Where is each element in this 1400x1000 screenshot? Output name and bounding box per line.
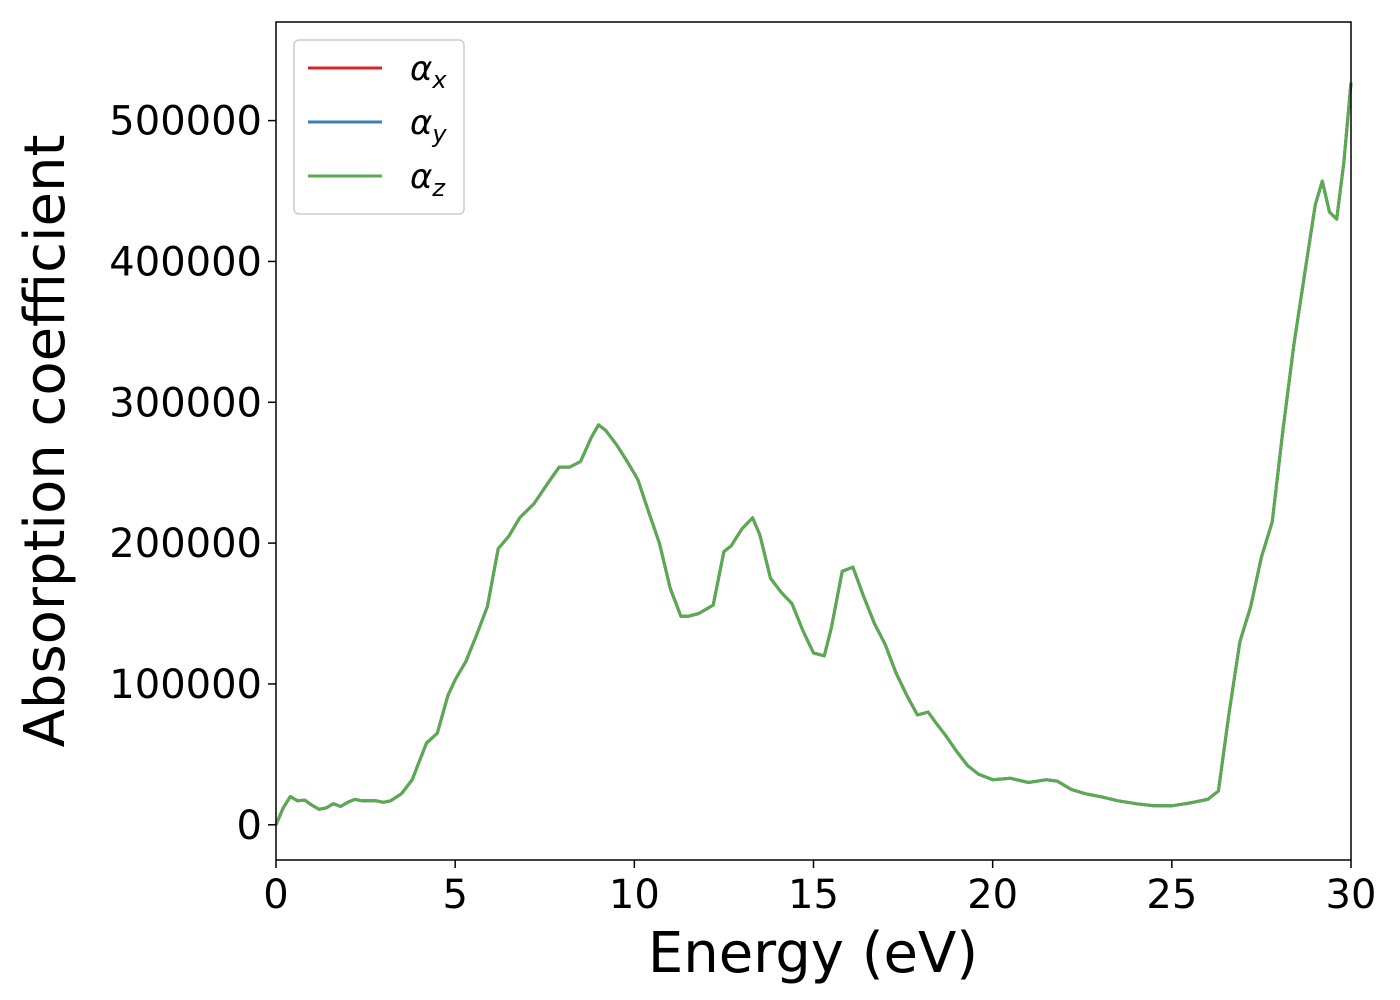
x-tick-label: 15: [788, 872, 839, 918]
series-layer: [274, 82, 1353, 826]
legend-frame: [293, 39, 465, 215]
y-tick-label: 400000: [109, 239, 262, 285]
x-axis-ticks: 0 5 10 15 20 25 30: [263, 860, 1376, 918]
x-tick-label: 20: [967, 872, 1018, 918]
legend-subscript: x: [431, 66, 447, 94]
y-tick-label: 0: [237, 803, 262, 849]
legend-symbol: α: [410, 49, 432, 89]
x-axis-label: Energy (eV): [648, 921, 978, 986]
y-axis-label: Absorption coefficient: [13, 135, 78, 748]
x-tick-label: 0: [263, 872, 288, 918]
x-tick-label: 30: [1326, 872, 1377, 918]
legend-symbol: α: [410, 157, 432, 197]
legend-subscript: z: [431, 174, 446, 202]
x-tick-label: 25: [1146, 872, 1197, 918]
y-tick-label: 300000: [109, 380, 262, 426]
y-tick-label: 200000: [109, 521, 262, 567]
legend-label-y: αy: [410, 103, 447, 148]
y-tick-label: 100000: [109, 662, 262, 708]
legend-symbol: α: [410, 103, 432, 143]
x-tick-label: 5: [442, 872, 467, 918]
legend-label-z: αz: [410, 157, 446, 202]
legend-subscript: y: [431, 120, 447, 148]
y-tick-label: 500000: [109, 99, 262, 145]
y-axis-ticks: 0 100000 200000 300000 400000 500000: [109, 99, 276, 849]
legend-label-x: αx: [410, 49, 447, 94]
x-tick-label: 10: [609, 872, 660, 918]
series-line-z: [274, 82, 1353, 826]
